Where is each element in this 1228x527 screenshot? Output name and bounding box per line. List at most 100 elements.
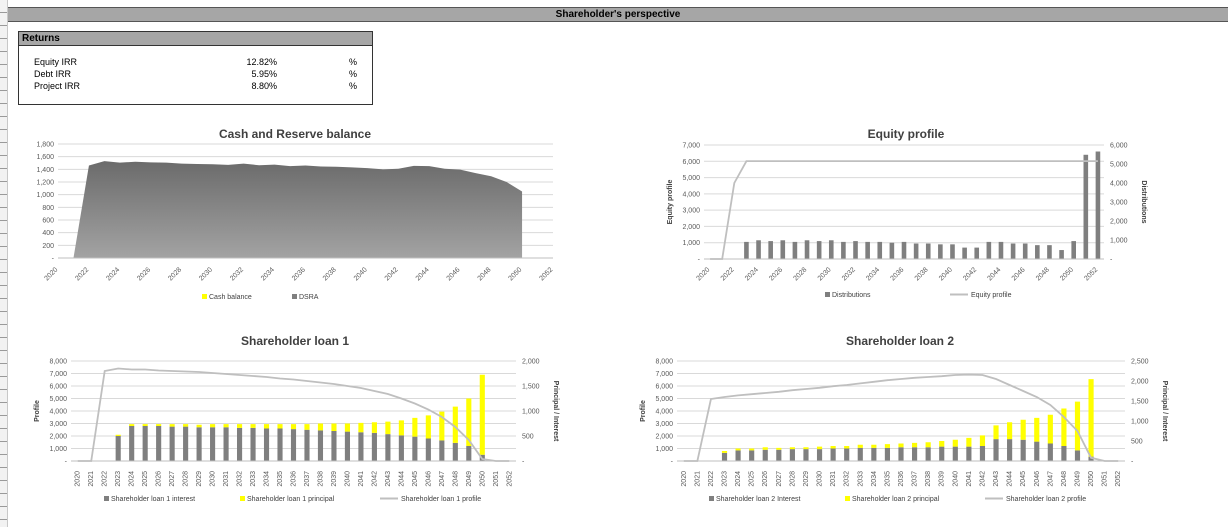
x-tick-label: 2025 [142, 471, 149, 487]
y-tick-label: 1,200 [36, 180, 54, 187]
x-tick-label: 2024 [744, 266, 760, 282]
bar-yellow [925, 442, 931, 448]
y-tick-label: 4,000 [49, 409, 67, 416]
gutter-tick [0, 298, 7, 299]
x-tick-label: 2039 [331, 471, 338, 487]
bar-yellow [1088, 379, 1094, 457]
bar-dark [1047, 245, 1052, 259]
x-tick-label: 2051 [1102, 471, 1109, 487]
bar-dark [290, 429, 297, 461]
returns-row-equity-irr: Equity IRR 12.82% % [19, 56, 372, 68]
y2-tick-label: - [522, 459, 525, 466]
bar-dark [952, 446, 958, 461]
y-axis-title: Profile [34, 400, 41, 422]
gutter-tick [0, 129, 7, 130]
bar-yellow [979, 435, 986, 446]
x-tick-label: 2033 [857, 471, 864, 487]
returns-label: Equity IRR [34, 57, 78, 67]
legend-label: Shareholder loan 2 principal [852, 496, 940, 503]
bar-yellow [966, 437, 972, 447]
y2-tick-label: 500 [1131, 439, 1143, 446]
bar-dark [1035, 245, 1040, 259]
x-tick-label: 2036 [291, 471, 298, 487]
bar-dark [156, 426, 162, 461]
bar-dark [1059, 250, 1064, 259]
x-tick-label: 2028 [789, 471, 796, 487]
y2-axis-title: Distributions [1140, 180, 1147, 223]
bar-yellow [1034, 417, 1040, 442]
bar-dark [115, 436, 121, 461]
y2-tick-label: 1,000 [522, 409, 540, 416]
bar-yellow [789, 447, 795, 450]
x-tick-label: 2024 [129, 471, 136, 487]
bar-dark [721, 452, 728, 461]
y-tick-label: - [671, 459, 674, 466]
bar-dark [830, 448, 836, 461]
x-tick-label: 2040 [952, 471, 959, 487]
returns-value[interactable]: 8.80% [251, 81, 277, 91]
y2-tick-label: 3,000 [1110, 200, 1128, 207]
bar-dark [913, 243, 919, 259]
x-tick-label: 2046 [425, 471, 432, 487]
gutter-tick [0, 51, 7, 52]
gutter-tick [0, 402, 7, 403]
bar-dark [898, 447, 904, 461]
legend-swatch [202, 294, 207, 299]
x-tick-label: 2028 [183, 471, 190, 487]
bar-dark [1083, 154, 1089, 259]
bar-dark [371, 432, 377, 461]
bar-yellow [277, 424, 283, 429]
returns-value[interactable]: 5.95% [251, 69, 277, 79]
bar-yellow [721, 451, 728, 453]
y-axis-title: Profile [640, 400, 647, 422]
legend-label: Equity profile [971, 292, 1012, 299]
gutter-tick [0, 142, 7, 143]
x-tick-label: 2045 [1020, 471, 1027, 487]
bar-dark [884, 447, 891, 461]
bar-yellow [844, 446, 850, 449]
y2-axis-title: Principal / Interest [552, 381, 559, 442]
gutter-tick [0, 480, 7, 481]
bar-yellow [290, 424, 297, 430]
bar-dark [358, 432, 364, 461]
bar-dark [1007, 439, 1013, 461]
bar-dark [804, 240, 810, 259]
y-tick-label: 8,000 [49, 359, 67, 366]
x-tick-label: 2050 [1088, 471, 1095, 487]
bar-dark [979, 446, 986, 461]
x-tick-label: 2029 [196, 471, 203, 487]
legend-label: Shareholder loan 1 interest [111, 496, 195, 503]
bar-yellow [142, 424, 148, 426]
y-tick-label: 5,000 [49, 396, 67, 403]
bar-yellow [317, 423, 324, 431]
gutter-tick [0, 285, 7, 286]
gutter-tick [0, 363, 7, 364]
returns-row-project-irr: Project IRR 8.80% % [19, 80, 372, 92]
y2-tick-label: 2,000 [1131, 379, 1149, 386]
bar-dark [744, 241, 749, 259]
x-tick-label: 2046 [1034, 471, 1041, 487]
x-tick-label: 2038 [322, 266, 338, 282]
x-tick-label: 2030 [210, 471, 217, 487]
y-tick-label: 5,000 [655, 396, 673, 403]
bar-yellow [1074, 401, 1081, 451]
y2-tick-label: 6,000 [1110, 143, 1128, 150]
y2-tick-label: 1,000 [1131, 419, 1149, 426]
y-tick-label: 4,000 [682, 191, 700, 198]
y-tick-label: 4,000 [655, 409, 673, 416]
bar-yellow [466, 398, 472, 446]
y-tick-label: 1,800 [36, 142, 54, 149]
legend-swatch [709, 496, 714, 501]
bar-yellow [371, 422, 377, 433]
x-tick-label: 2044 [1007, 471, 1014, 487]
returns-value[interactable]: 12.82% [246, 57, 277, 67]
x-tick-label: 2038 [914, 266, 930, 282]
bar-dark [925, 447, 931, 461]
x-tick-label: 2048 [452, 471, 459, 487]
gutter-tick [0, 415, 7, 416]
bar-dark [466, 446, 472, 461]
gutter-tick [0, 38, 7, 39]
x-tick-label: 2020 [696, 266, 712, 282]
gutter-tick [0, 77, 7, 78]
